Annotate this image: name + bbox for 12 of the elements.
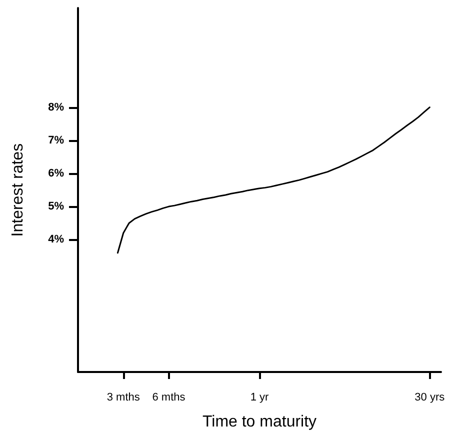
y-tick-label: 7% [48, 134, 64, 146]
y-tick-label: 4% [48, 234, 64, 246]
y-tick-label: 6% [48, 167, 64, 180]
x-tick-label: 3 mths [106, 392, 140, 404]
x-tick-label: 30 yrs [414, 392, 446, 404]
x-tick-label: 1 yr [250, 392, 269, 404]
y-axis-title: Interest rates [10, 143, 26, 237]
x-axis-title: Time to maturity [202, 414, 317, 430]
y-tick-label: 8% [48, 101, 64, 114]
line-series [116, 106, 430, 254]
y-tick-label: 5% [48, 200, 64, 213]
x-tick-label: 6 mths [152, 392, 186, 404]
